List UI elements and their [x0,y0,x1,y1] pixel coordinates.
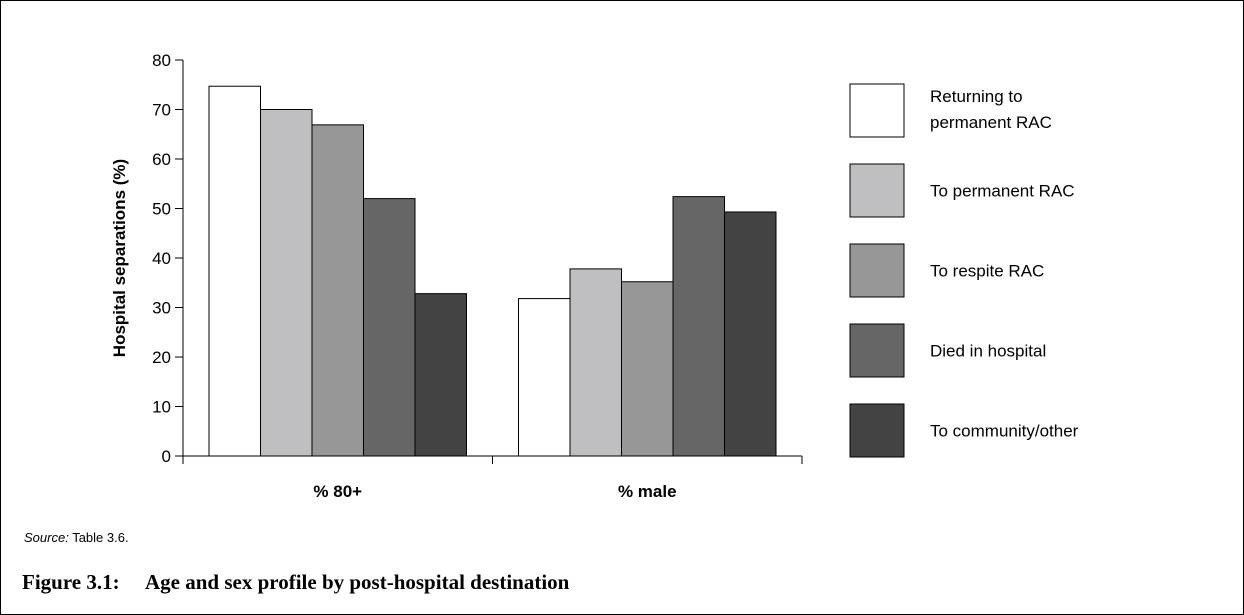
source-text: Table 3.6. [72,530,129,545]
source-label: Source: [24,530,69,545]
y-axis-label: Hospital separations (%) [110,159,129,357]
x-category-label: % male [618,482,677,501]
y-tick-label: 50 [152,200,171,219]
legend-label: Died in hospital [930,342,1046,361]
legend-swatch [849,323,905,378]
y-tick-label: 60 [152,150,171,169]
y-tick-label: 10 [152,398,171,417]
bar [569,268,622,457]
y-tick-label: 20 [152,348,171,367]
legend-swatch [849,83,905,138]
bar [518,298,571,457]
legend-swatch [849,163,905,218]
y-tick-label: 40 [152,249,171,268]
y-tick-label: 30 [152,299,171,318]
bar [672,196,725,457]
bar [414,293,467,457]
bar [724,211,777,457]
bar [260,109,313,457]
bar [208,85,261,457]
source-note: Source: Table 3.6. [24,530,129,545]
bar [363,198,416,457]
legend-label: To respite RAC [930,262,1044,281]
legend-swatch [849,403,905,458]
legend-label: To community/other [930,422,1079,441]
figure-number: Figure 3.1: [22,570,120,594]
bar [621,281,674,457]
bar [311,124,364,457]
x-category-label: % 80+ [313,482,362,501]
legend-swatch [849,243,905,298]
y-tick-label: 80 [152,51,171,70]
y-tick-label: 70 [152,101,171,120]
chart-axes: 0 10 20 30 40 50 60 70 80 % 80+ % male [152,51,803,501]
chart-legend: Returning to permanent RAC To permanent RA… [849,83,1079,458]
figure-caption: Figure 3.1: Age and sex profile by post-h… [22,570,569,595]
figure-title: Age and sex profile by post-hospital des… [145,570,570,594]
y-tick-label: 0 [162,447,171,466]
legend-label: To permanent RAC [930,182,1075,201]
bar-chart: 0 10 20 30 40 50 60 70 80 % 80+ % male Returning t… [110,51,1079,501]
chart-bars [208,85,777,457]
legend-label: Returning to permanent RAC [930,87,1052,132]
